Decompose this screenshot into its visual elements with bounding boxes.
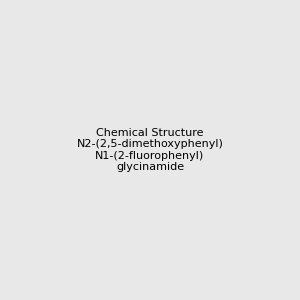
Text: Chemical Structure
N2-(2,5-dimethoxyphenyl)
N1-(2-fluorophenyl)
glycinamide: Chemical Structure N2-(2,5-dimethoxyphen… bbox=[76, 128, 224, 172]
